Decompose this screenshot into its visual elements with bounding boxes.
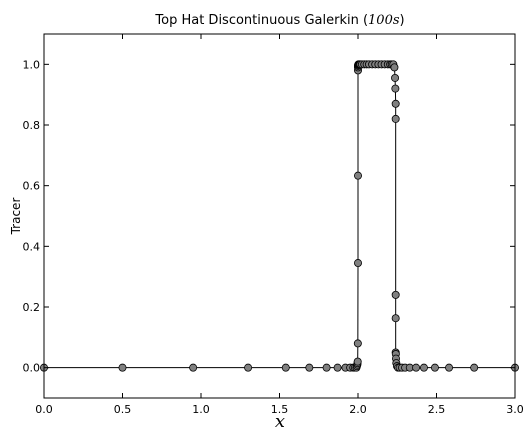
y-axis: 0.0 0.2 0.4 0.6 0.8 1.0	[23, 58, 515, 375]
x-tick-label: 3.0	[506, 403, 524, 416]
y-tick-label: 0.6	[23, 180, 41, 193]
data-point	[244, 363, 253, 372]
x-tick-label: 0.0	[35, 403, 53, 416]
data-point	[391, 73, 400, 82]
plot-frame	[43, 33, 516, 399]
y-axis-label: Tracer	[9, 198, 23, 236]
data-point	[419, 363, 428, 372]
data-point	[353, 171, 362, 180]
x-axis-label: x	[275, 411, 285, 431]
data-point	[391, 114, 400, 123]
x-tick-label: 1.5	[271, 403, 289, 416]
data-point	[445, 363, 454, 372]
y-tick-label: 0.4	[23, 240, 41, 253]
data-point	[391, 99, 400, 108]
y-tick-label: 0.0	[23, 362, 41, 375]
x-tick-label: 1.0	[192, 403, 210, 416]
data-point	[333, 363, 342, 372]
data-point	[322, 363, 331, 372]
data-point	[189, 363, 198, 372]
chart-title: Top Hat Discontinuous Galerkin (100s)	[154, 13, 404, 28]
data-point	[353, 339, 362, 348]
x-axis: 0.0 0.5 1.0 1.5 2.0 2.5 3.0	[35, 34, 524, 416]
data-point	[353, 357, 362, 366]
data-point	[118, 363, 127, 372]
data-point	[391, 84, 400, 93]
chart-title-time: 100s	[368, 13, 400, 28]
series-line	[44, 63, 515, 369]
data-point	[470, 363, 479, 372]
y-tick-label: 1.0	[23, 58, 41, 71]
data-point	[353, 259, 362, 268]
x-tick-label: 0.5	[114, 403, 132, 416]
data-point	[281, 363, 290, 372]
data-point	[391, 290, 400, 299]
x-tick-label: 2.0	[349, 403, 367, 416]
chart-title-close: )	[400, 13, 405, 28]
data-point	[412, 363, 421, 372]
plot-area	[40, 60, 519, 372]
data-point	[430, 363, 439, 372]
y-tick-label: 0.8	[23, 119, 41, 132]
data-point	[391, 314, 400, 323]
x-tick-label: 2.5	[428, 403, 446, 416]
data-point	[390, 63, 399, 72]
data-point	[305, 363, 314, 372]
y-tick-label: 0.2	[23, 301, 41, 314]
chart-title-main: Top Hat Discontinuous Galerkin (	[154, 13, 368, 28]
